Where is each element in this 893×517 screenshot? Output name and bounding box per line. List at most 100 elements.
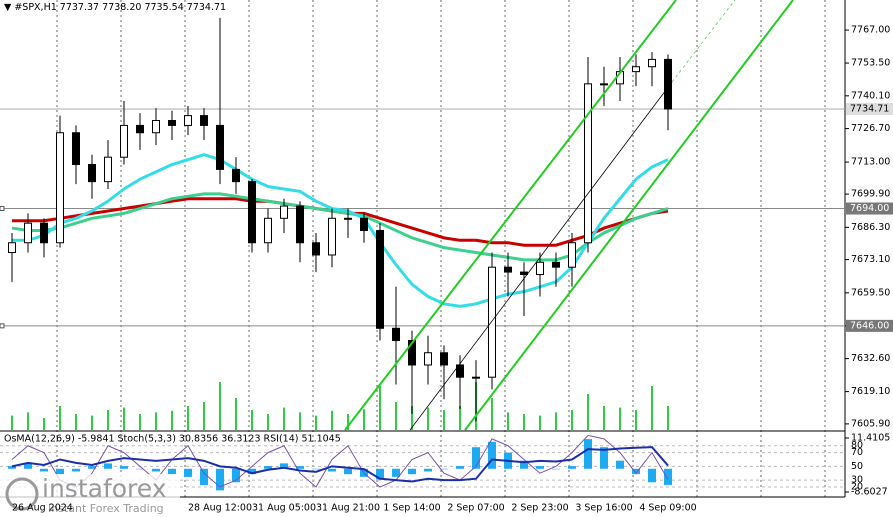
main-panel: 7767.00 7753.50 7740.10 7726.70 7713.00 7699.… bbox=[0, 17, 893, 430]
volume-bar bbox=[363, 409, 365, 430]
osma-bar bbox=[184, 468, 192, 477]
candle-body bbox=[552, 261, 560, 268]
candle-body bbox=[456, 364, 464, 378]
y-tick-label: 7605.90 bbox=[851, 418, 890, 429]
candle-body bbox=[184, 115, 192, 126]
osma-bar bbox=[24, 463, 32, 469]
level-label: 7694.00 bbox=[850, 203, 889, 214]
osma-bar bbox=[488, 441, 496, 469]
x-tick-label: 31 Aug 21:00 bbox=[316, 503, 380, 514]
osma-bar bbox=[200, 468, 208, 485]
arrow: ▼ bbox=[4, 2, 14, 13]
level-tick-label: 50 bbox=[851, 461, 863, 472]
logo-tagline: Instant Forex Trading bbox=[48, 502, 164, 515]
x-tick-label: 2 Sep 07:00 bbox=[447, 503, 504, 514]
candle-body bbox=[648, 58, 656, 68]
y-tick-label: 7753.50 bbox=[851, 58, 890, 69]
y-tick-label: 7699.90 bbox=[851, 189, 890, 200]
volume-bar bbox=[331, 410, 333, 430]
logo: instaforex Instant Forex Trading bbox=[0, 474, 180, 517]
osma-bar bbox=[168, 468, 176, 475]
candle-body bbox=[152, 120, 160, 134]
channel-line bbox=[344, 0, 677, 431]
volume-bar bbox=[123, 407, 125, 430]
osma-bar bbox=[536, 466, 544, 469]
x-tick-label: 2 Sep 23:00 bbox=[511, 503, 568, 514]
volume-bar bbox=[139, 414, 141, 430]
osma-bar bbox=[552, 468, 560, 470]
symbol: #SPX,H1 bbox=[14, 2, 56, 13]
candle-body bbox=[312, 242, 320, 256]
y-tick-label: 7726.70 bbox=[851, 123, 890, 134]
candle-body bbox=[104, 156, 112, 183]
osma-bar bbox=[296, 466, 304, 469]
logo-brand: instaforex bbox=[42, 474, 167, 503]
osma-bar bbox=[584, 439, 592, 469]
osma-bar bbox=[248, 468, 256, 475]
level-tick-label: 70 bbox=[851, 447, 863, 458]
osma-bar bbox=[232, 468, 240, 483]
osma-bar bbox=[568, 466, 576, 469]
osma-bar bbox=[472, 447, 480, 469]
channel bbox=[344, 0, 794, 431]
volume-bar bbox=[587, 394, 589, 430]
candle-body bbox=[664, 58, 672, 110]
y-tick-label: 7767.00 bbox=[851, 25, 890, 36]
channel-center bbox=[409, 81, 673, 431]
volume-bar bbox=[267, 414, 269, 430]
volume-bar bbox=[347, 414, 349, 430]
osma-bar bbox=[216, 468, 224, 491]
x-tick-label: 4 Sep 09:00 bbox=[639, 503, 696, 514]
volume-bar bbox=[59, 406, 61, 430]
candle-body bbox=[280, 205, 288, 219]
quote-value: 7738.20 bbox=[102, 2, 141, 13]
volume-bar bbox=[571, 410, 573, 430]
volume-bar bbox=[507, 412, 509, 430]
candle-body bbox=[520, 271, 528, 276]
volume-bar bbox=[107, 410, 109, 430]
candle-body bbox=[328, 217, 336, 256]
y-tick-label: 7686.30 bbox=[851, 222, 890, 233]
osma-bar bbox=[440, 468, 448, 470]
logo-icon bbox=[5, 477, 39, 511]
candle-body bbox=[568, 242, 576, 268]
level-label-bg bbox=[846, 202, 893, 215]
candle-body bbox=[376, 230, 384, 329]
osma-bar bbox=[376, 468, 384, 480]
moving-average bbox=[11, 192, 669, 262]
level-marker bbox=[0, 206, 5, 212]
volume-bar bbox=[219, 382, 221, 430]
level-tick-label: 20 bbox=[851, 481, 863, 492]
osma-bar bbox=[88, 466, 96, 469]
volume-bar bbox=[603, 406, 605, 430]
y-tick-label: 7673.10 bbox=[851, 254, 890, 265]
stoch-line bbox=[11, 434, 669, 488]
candle-body bbox=[536, 261, 544, 276]
y-tick-label: 7713.00 bbox=[851, 157, 890, 168]
volume-bar bbox=[75, 414, 77, 430]
osma-bar bbox=[344, 468, 352, 475]
channel-line bbox=[464, 0, 794, 431]
osma-tick-label: 11.4105 bbox=[851, 433, 890, 444]
volume-bar bbox=[27, 412, 29, 430]
osma-bar bbox=[152, 468, 160, 472]
volume-bar bbox=[443, 410, 445, 430]
volume-bar bbox=[555, 412, 557, 430]
volume-bar bbox=[395, 402, 397, 430]
osma-bar bbox=[392, 468, 400, 477]
osma-bar bbox=[120, 466, 128, 469]
candle-body bbox=[296, 205, 304, 244]
osma-bar bbox=[600, 447, 608, 469]
level-marker bbox=[0, 323, 5, 329]
osma-bar bbox=[264, 466, 272, 469]
osma-bar bbox=[56, 468, 64, 475]
candle-body bbox=[600, 83, 608, 86]
level-label-bg bbox=[846, 319, 893, 332]
candle-body bbox=[264, 217, 272, 244]
candle-body bbox=[24, 222, 32, 244]
volume-bar bbox=[619, 407, 621, 430]
quote: 7737.37 7738.20 7735.54 7734.71 bbox=[57, 2, 226, 13]
x-tick-label: 28 Aug 12:00 bbox=[188, 503, 252, 514]
y-tick-label: 7659.50 bbox=[851, 287, 890, 298]
